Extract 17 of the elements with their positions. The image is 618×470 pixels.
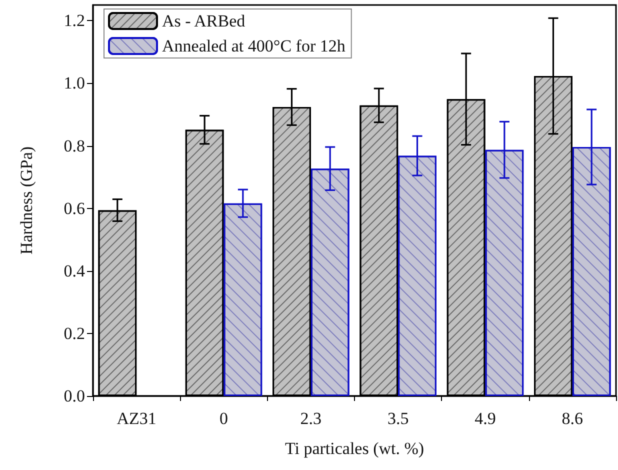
legend-label: As - ARBed — [162, 12, 246, 30]
y-tick-label: 0.2 — [64, 324, 85, 343]
x-axis-title: Ti particales (wt. %) — [284, 439, 424, 458]
x-tick-label: AZ31 — [116, 409, 156, 428]
x-tick-label: 3.5 — [387, 409, 409, 428]
y-tick-label: 0.4 — [64, 261, 86, 280]
x-tick-label: 0 — [220, 409, 228, 428]
x-tick-label: 2.3 — [300, 409, 322, 428]
y-tick-label: 1.0 — [64, 74, 85, 93]
y-tick-label: 0.6 — [64, 198, 85, 218]
legend-label: Annealed at 400°C for 12h — [162, 36, 346, 56]
y-axis-title: Hardness (GPa) — [17, 146, 36, 255]
y-tick-label: 0.0 — [64, 386, 85, 406]
y-tick-label: 0.8 — [64, 136, 85, 156]
y-tick-label: 1.2 — [64, 11, 85, 30]
x-tick-label: 8.6 — [562, 409, 584, 428]
x-tick-label: 4.9 — [474, 409, 496, 428]
